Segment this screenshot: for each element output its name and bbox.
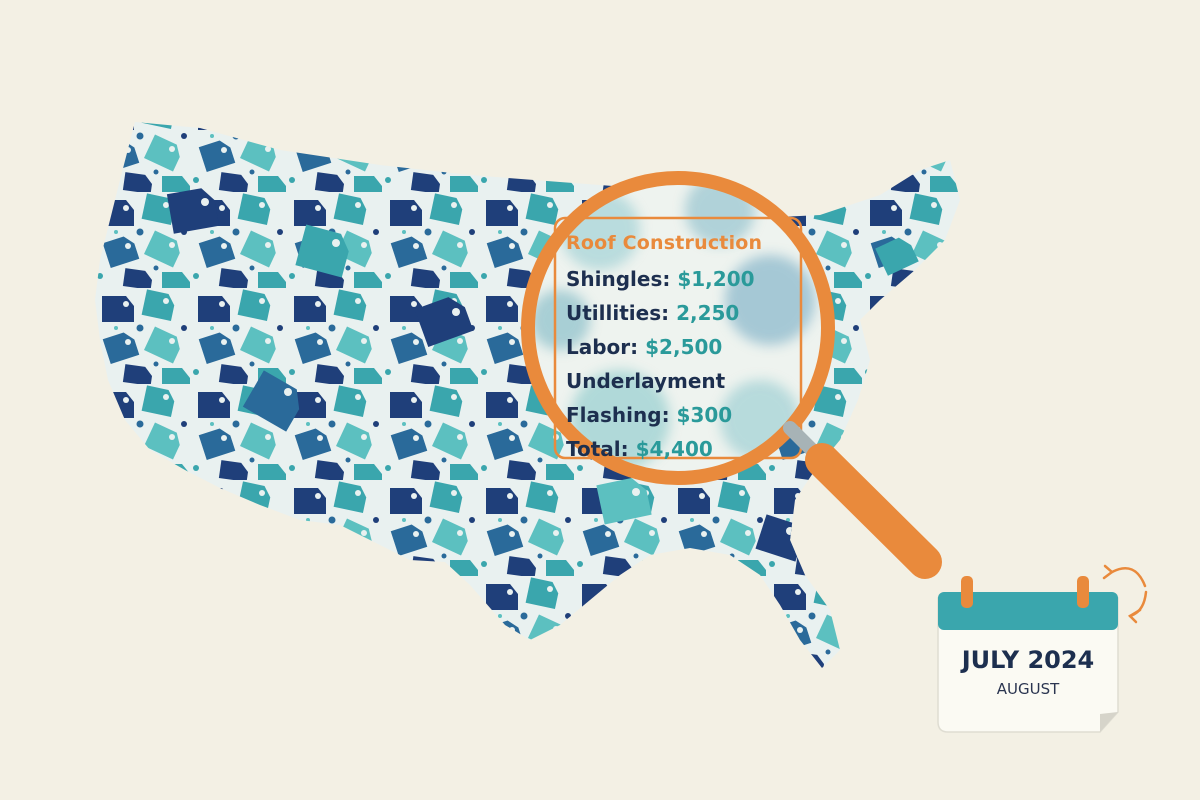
- price-tag-icon: [166, 188, 919, 562]
- cost-value: $2,500: [645, 335, 723, 359]
- cost-value: $4,400: [635, 437, 713, 461]
- cost-row-underlayment: Underlayment: [566, 364, 798, 398]
- cost-value: $1,200: [677, 267, 755, 291]
- cost-row-utilities: Utillities: 2,250: [566, 296, 798, 330]
- refresh-arrows-icon: [1102, 564, 1148, 624]
- magnifying-glass-icon: [521, 171, 942, 579]
- calendar-icon: [937, 576, 1119, 733]
- cost-value: $300: [676, 403, 733, 427]
- cost-label: Labor:: [566, 335, 639, 359]
- cost-row-labor: Labor: $2,500: [566, 330, 798, 364]
- magnifier-content: Roof Construction Shingles: $1,200 Utill…: [566, 232, 798, 466]
- us-map: [95, 122, 960, 668]
- calendar-next-month: AUGUST: [996, 680, 1060, 698]
- cost-label: Utillities:: [566, 301, 670, 325]
- cost-label: Shingles:: [566, 267, 671, 291]
- cost-label: Flashing:: [566, 403, 670, 427]
- magnifier-title: Roof Construction: [566, 232, 763, 254]
- cost-label: Underlayment: [566, 369, 726, 393]
- cost-row-total: Total: $4,400: [566, 432, 798, 466]
- calendar-month: JULY 2024: [961, 646, 1095, 674]
- cost-row-flashing: Flashing: $300: [566, 398, 798, 432]
- cost-label: Total:: [566, 437, 629, 461]
- cost-row-shingles: Shingles: $1,200: [566, 262, 798, 296]
- cost-value: 2,250: [676, 301, 740, 325]
